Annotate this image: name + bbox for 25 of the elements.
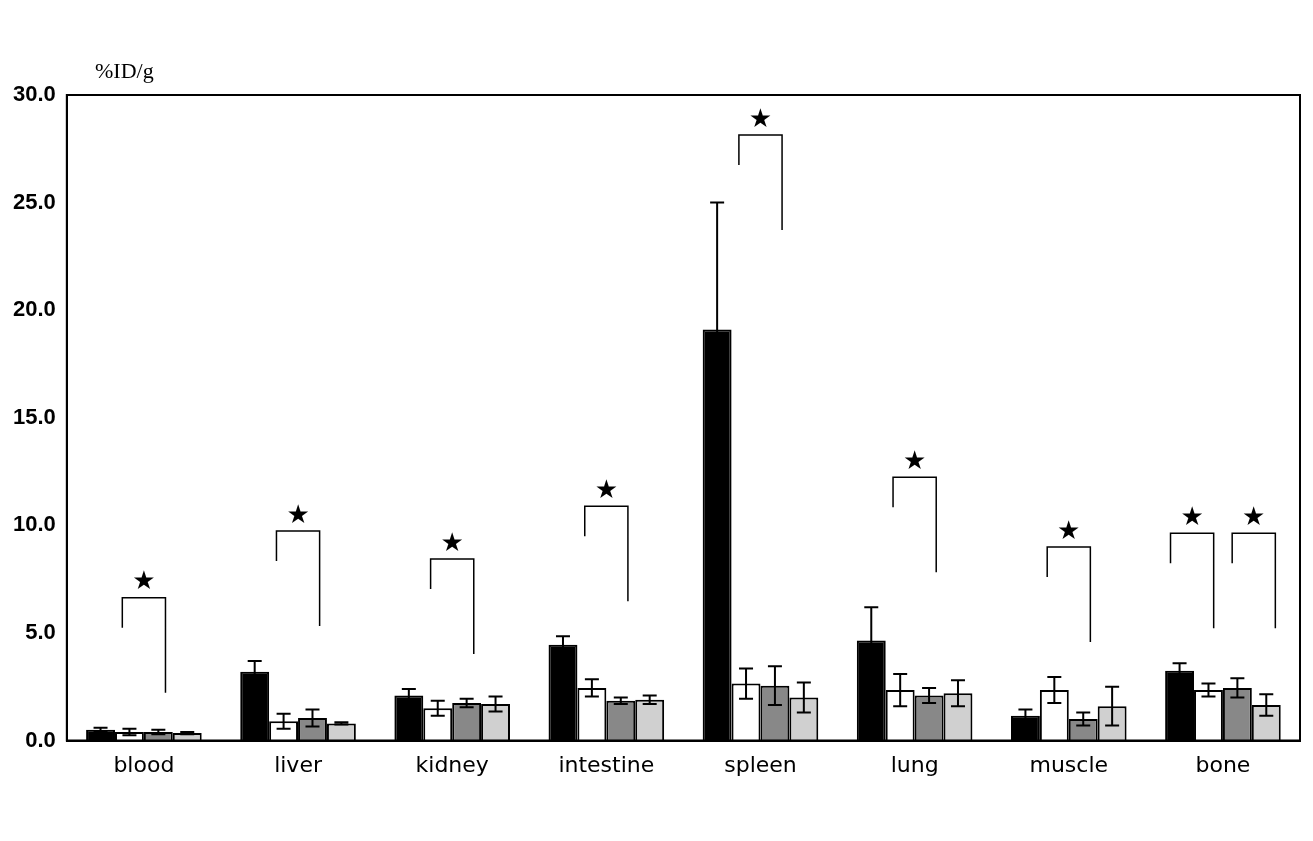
annotation: ★ xyxy=(1242,500,1266,531)
annotation: ★ xyxy=(1057,514,1081,545)
y-tick-label: 15.0 xyxy=(12,403,56,429)
annotation: ★ xyxy=(1180,500,1204,531)
x-tick-label: spleen xyxy=(724,751,797,777)
y-axis-title: %ID/g xyxy=(95,58,154,84)
y-tick-label: 5.0 xyxy=(25,619,56,645)
y-tick-label: 0.0 xyxy=(25,726,56,752)
y-tick-label: 20.0 xyxy=(12,296,56,322)
x-tick-label: blood xyxy=(113,751,175,777)
x-tick-label: intestine xyxy=(558,751,655,777)
y-tick-label: 30.0 xyxy=(12,81,56,107)
annotation: ★ xyxy=(440,526,464,557)
x-tick-label: liver xyxy=(274,751,323,777)
x-tick-label: lung xyxy=(890,751,939,777)
annotation: ★ xyxy=(594,473,618,504)
x-tick-label: bone xyxy=(1195,751,1251,777)
y-tick-label: 10.0 xyxy=(12,511,56,537)
annotation: ★ xyxy=(132,565,156,596)
annotation: ★ xyxy=(902,444,927,475)
annotation: ★ xyxy=(748,102,773,133)
y-tick-label: 25.0 xyxy=(12,188,56,214)
annotation: ★ xyxy=(286,498,310,529)
x-tick-label: kidney xyxy=(415,751,489,777)
x-tick-label: muscle xyxy=(1029,751,1109,777)
